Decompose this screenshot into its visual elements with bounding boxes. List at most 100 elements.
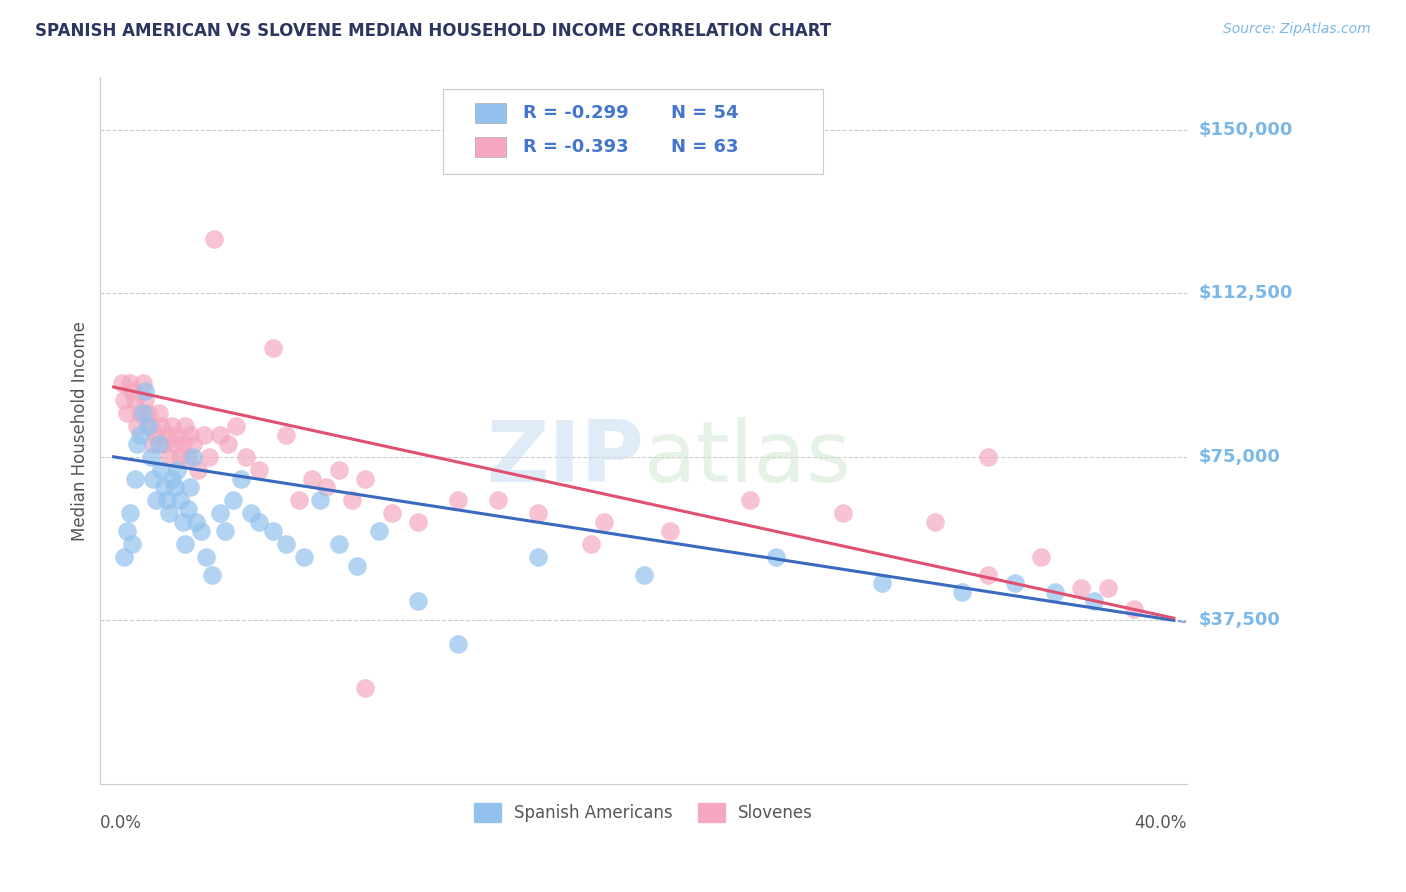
Point xyxy=(208,507,231,521)
Point xyxy=(187,463,209,477)
Point xyxy=(977,567,1000,582)
Point xyxy=(129,428,152,442)
Point xyxy=(153,436,176,450)
Point xyxy=(166,463,188,477)
Point xyxy=(288,493,311,508)
Point xyxy=(328,537,350,551)
Point xyxy=(169,450,191,464)
Point xyxy=(166,428,188,442)
Point xyxy=(486,493,509,508)
Point xyxy=(1031,550,1053,565)
Point xyxy=(340,493,363,508)
Point xyxy=(177,450,200,464)
Point xyxy=(1004,576,1026,591)
Point xyxy=(354,472,377,486)
Point xyxy=(172,436,194,450)
Point xyxy=(134,393,156,408)
Point xyxy=(121,537,143,551)
Point xyxy=(301,472,323,486)
Point xyxy=(153,480,176,494)
Point xyxy=(294,550,316,565)
Y-axis label: Median Household Income: Median Household Income xyxy=(72,321,89,541)
Point xyxy=(408,515,430,529)
Text: R = -0.393: R = -0.393 xyxy=(523,138,628,156)
Point xyxy=(367,524,389,538)
Point xyxy=(222,493,245,508)
Point xyxy=(156,428,179,442)
Point xyxy=(247,463,270,477)
Point xyxy=(121,384,143,399)
Point xyxy=(240,507,263,521)
Point xyxy=(328,463,350,477)
Point xyxy=(190,524,212,538)
Point xyxy=(134,384,156,399)
Point xyxy=(201,567,224,582)
Point xyxy=(139,450,162,464)
Point xyxy=(381,507,404,521)
Text: $150,000: $150,000 xyxy=(1198,120,1292,139)
Point xyxy=(1043,585,1066,599)
Point xyxy=(831,507,853,521)
Text: Source: ZipAtlas.com: Source: ZipAtlas.com xyxy=(1223,22,1371,37)
Point xyxy=(262,524,284,538)
Point xyxy=(1070,581,1092,595)
Point xyxy=(112,393,135,408)
Point xyxy=(124,393,146,408)
Point xyxy=(136,419,159,434)
Point xyxy=(172,515,194,529)
Point xyxy=(924,515,946,529)
Point xyxy=(142,472,165,486)
Point xyxy=(157,450,180,464)
Point xyxy=(169,493,191,508)
Text: R = -0.299: R = -0.299 xyxy=(523,104,628,122)
Text: $75,000: $75,000 xyxy=(1198,448,1279,466)
Point xyxy=(139,419,162,434)
Point xyxy=(202,232,225,246)
Point xyxy=(274,537,297,551)
Point xyxy=(150,463,173,477)
Point xyxy=(179,428,201,442)
Point xyxy=(118,376,141,390)
Point xyxy=(950,585,973,599)
Point xyxy=(136,406,159,420)
Point xyxy=(145,428,167,442)
Point xyxy=(195,550,218,565)
Point xyxy=(738,493,761,508)
Point xyxy=(184,515,207,529)
Point xyxy=(163,480,186,494)
Point xyxy=(142,436,165,450)
Point xyxy=(156,493,179,508)
Point xyxy=(132,376,155,390)
Point xyxy=(115,406,138,420)
Point xyxy=(217,436,239,450)
Point xyxy=(115,524,138,538)
Text: N = 63: N = 63 xyxy=(671,138,738,156)
Point xyxy=(110,376,132,390)
Point xyxy=(148,436,170,450)
Text: N = 54: N = 54 xyxy=(671,104,738,122)
Point xyxy=(145,493,167,508)
Point xyxy=(593,515,616,529)
Point xyxy=(235,450,257,464)
Point xyxy=(127,419,149,434)
Point xyxy=(160,419,183,434)
Text: SPANISH AMERICAN VS SLOVENE MEDIAN HOUSEHOLD INCOME CORRELATION CHART: SPANISH AMERICAN VS SLOVENE MEDIAN HOUSE… xyxy=(35,22,831,40)
Point xyxy=(977,450,1000,464)
Point xyxy=(447,493,470,508)
Point xyxy=(214,524,236,538)
Point xyxy=(132,406,155,420)
Text: $112,500: $112,500 xyxy=(1198,285,1292,302)
Point xyxy=(150,419,173,434)
Point xyxy=(526,550,548,565)
Point xyxy=(181,436,204,450)
Point xyxy=(118,507,141,521)
Point xyxy=(208,428,231,442)
Point xyxy=(447,637,470,651)
Text: 40.0%: 40.0% xyxy=(1135,814,1187,832)
Point xyxy=(633,567,655,582)
Point xyxy=(579,537,602,551)
Point xyxy=(765,550,787,565)
Point xyxy=(148,406,170,420)
Point xyxy=(346,558,368,573)
Point xyxy=(315,480,337,494)
